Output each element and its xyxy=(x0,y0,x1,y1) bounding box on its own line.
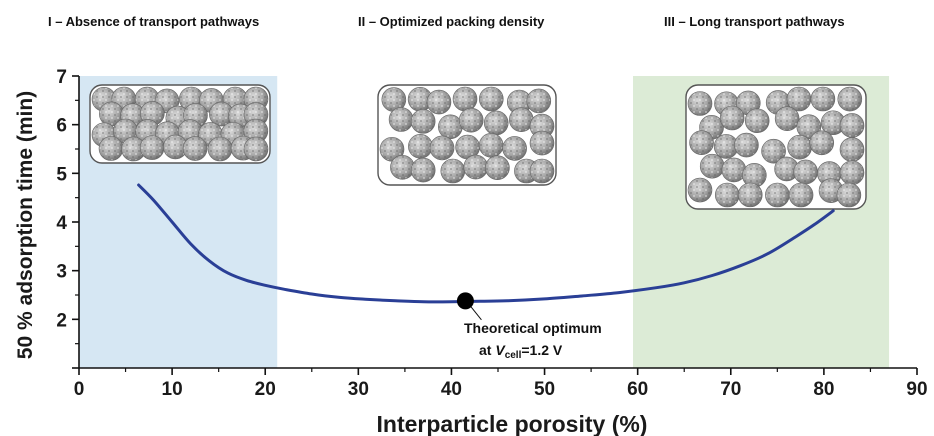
x-axis-title: Interparticle porosity (%) xyxy=(377,411,648,436)
axes: 0 10 20 30 40 50 60 70 80 90 2 3 4 5 6 7 xyxy=(56,67,927,400)
y-tick-label: 3 xyxy=(56,262,67,283)
y-tick-label: 6 xyxy=(56,116,67,137)
y-tick-label: 7 xyxy=(56,67,67,88)
annotation-line-2: at Vcell=1.2 V xyxy=(479,342,563,361)
annotation-suffix: =1.2 V xyxy=(521,342,563,358)
region-title-2: II – Optimized packing density xyxy=(358,14,545,29)
region-titles: I – Absence of transport pathways II – O… xyxy=(48,14,845,29)
x-tick-label: 10 xyxy=(162,379,183,400)
x-tick-label: 70 xyxy=(720,379,741,400)
x-tick-label: 30 xyxy=(348,379,369,400)
annotation-variable: V xyxy=(495,342,506,358)
series-layer xyxy=(137,183,835,321)
optimum-point xyxy=(456,292,474,310)
x-tick-label: 20 xyxy=(255,379,276,400)
inset-dense-packing xyxy=(89,84,271,164)
optimum-leader-line xyxy=(469,304,482,321)
x-tick-label: 80 xyxy=(813,379,834,400)
region-title-3: III – Long transport pathways xyxy=(664,14,845,29)
series-line-0 xyxy=(137,183,835,304)
y-tick-label: 4 xyxy=(56,213,67,234)
annotation-line-1: Theoretical optimum xyxy=(464,320,602,336)
x-tick-label: 50 xyxy=(534,379,555,400)
inset-loose-packing xyxy=(685,84,867,210)
x-tick-label: 40 xyxy=(441,379,462,400)
x-tick-label: 0 xyxy=(74,379,85,400)
y-tick-label: 5 xyxy=(56,164,67,185)
optimum-annotation: Theoretical optimum at Vcell=1.2 V xyxy=(464,320,602,361)
x-tick-label: 90 xyxy=(906,379,927,400)
x-tick-label: 60 xyxy=(627,379,648,400)
y-axis-title: 50 % adsorption time (min) xyxy=(14,91,37,359)
y-tick-label: 2 xyxy=(56,310,67,331)
annotation-prefix: at xyxy=(479,342,495,358)
annotation-subscript: cell xyxy=(505,350,522,361)
region-title-1: I – Absence of transport pathways xyxy=(48,14,259,29)
particle-insets xyxy=(89,84,867,210)
inset-optimized-packing xyxy=(377,84,557,186)
